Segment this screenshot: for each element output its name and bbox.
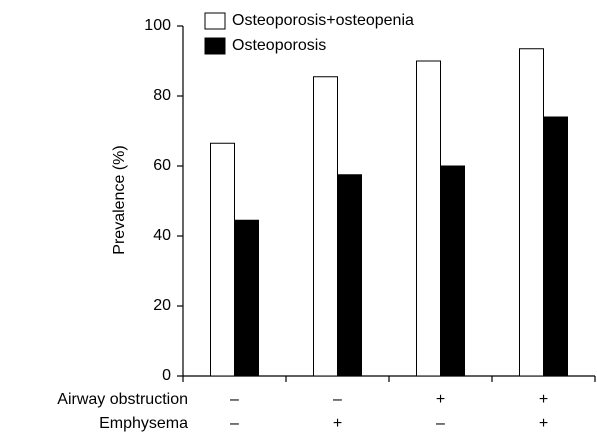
- x-tick-label: –: [230, 391, 239, 408]
- row-label: Emphysema: [99, 415, 188, 432]
- legend-label: Osteoporosis+osteopenia: [232, 12, 414, 29]
- y-axis-label: Prevalence (%): [111, 145, 128, 254]
- bar: [337, 174, 362, 377]
- bar: [416, 60, 441, 377]
- x-tick-label: +: [333, 415, 342, 432]
- y-tick-label: 80: [153, 87, 171, 104]
- x-tick-label: –: [230, 415, 239, 432]
- bar: [313, 76, 338, 377]
- bar: [210, 142, 235, 377]
- x-tick-label: –: [436, 415, 445, 432]
- legend-swatch: [204, 37, 226, 55]
- bar: [519, 48, 544, 377]
- y-tick-label: 20: [153, 297, 171, 314]
- y-tick-label: 100: [144, 17, 171, 34]
- x-tick-label: +: [539, 415, 548, 432]
- y-tick-label: 0: [162, 367, 171, 384]
- x-tick-label: +: [436, 391, 445, 408]
- y-tick-label: 40: [153, 227, 171, 244]
- bar: [543, 116, 568, 377]
- bar: [234, 219, 259, 377]
- row-label: Airway obstruction: [57, 391, 188, 408]
- legend-swatch: [204, 12, 226, 30]
- legend-label: Osteoporosis: [232, 37, 326, 54]
- x-tick-label: +: [539, 391, 548, 408]
- y-tick-label: 60: [153, 157, 171, 174]
- x-tick-label: –: [333, 391, 342, 408]
- bar: [440, 165, 465, 377]
